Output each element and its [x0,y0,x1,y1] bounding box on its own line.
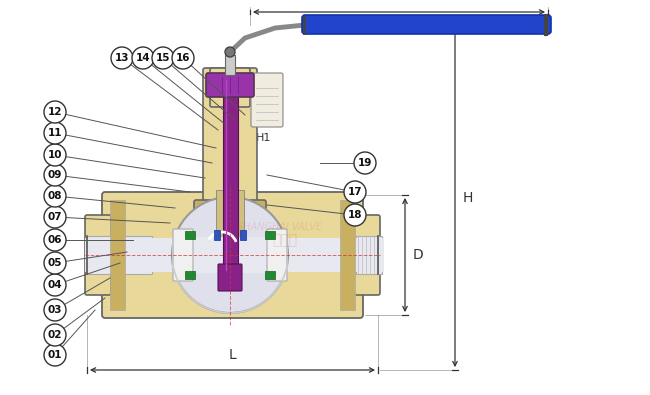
Circle shape [44,324,66,346]
Text: 16: 16 [176,53,190,63]
Text: 03: 03 [47,305,62,315]
Circle shape [344,204,366,226]
Circle shape [44,122,66,144]
Text: 08: 08 [47,191,62,201]
Text: 12: 12 [47,107,62,117]
Text: 02: 02 [47,330,62,340]
FancyBboxPatch shape [267,229,287,281]
FancyBboxPatch shape [173,229,193,281]
Circle shape [44,144,66,166]
Bar [185,231,195,239]
Bar [240,230,246,240]
Bar [225,55,235,75]
Bar [87,236,152,274]
Text: 11: 11 [47,128,62,138]
Circle shape [132,47,154,69]
Circle shape [354,152,376,174]
Text: 10: 10 [47,150,62,160]
Circle shape [44,274,66,296]
Text: 07: 07 [47,212,62,222]
FancyBboxPatch shape [102,192,363,318]
Bar [185,271,195,279]
Bar [223,75,238,275]
FancyBboxPatch shape [194,200,266,227]
Bar [356,236,382,274]
Circle shape [111,47,133,69]
Circle shape [44,164,66,186]
Bar [216,190,244,245]
Circle shape [172,47,194,69]
Circle shape [152,47,174,69]
Bar [172,237,288,273]
Circle shape [44,101,66,123]
Text: 沪阀门: 沪阀门 [272,233,298,247]
FancyBboxPatch shape [206,73,254,97]
FancyBboxPatch shape [354,215,380,295]
FancyBboxPatch shape [218,264,242,291]
Text: 15: 15 [156,53,170,63]
FancyBboxPatch shape [210,68,250,107]
Text: 05: 05 [47,258,62,268]
Circle shape [44,229,66,251]
Bar [85,238,384,272]
Text: E: E [395,22,404,36]
Circle shape [172,197,288,313]
FancyBboxPatch shape [302,15,551,34]
Circle shape [44,344,66,366]
Circle shape [344,181,366,203]
Circle shape [44,252,66,274]
Circle shape [44,206,66,228]
Text: L: L [229,348,237,362]
Bar [214,230,220,240]
Text: H1: H1 [256,132,272,143]
Bar [340,200,355,310]
Text: 17: 17 [348,187,362,197]
Circle shape [44,185,66,207]
Text: 09: 09 [48,170,62,180]
Text: 14: 14 [136,53,150,63]
Text: D: D [413,248,424,262]
Text: 01: 01 [47,350,62,360]
Circle shape [44,299,66,321]
Circle shape [225,47,235,57]
FancyBboxPatch shape [203,68,257,247]
Text: 04: 04 [47,280,62,290]
Bar [265,231,275,239]
FancyBboxPatch shape [85,215,111,295]
Text: SHANGHAI VALVE: SHANGHAI VALVE [237,222,322,232]
Bar [265,271,275,279]
Text: H: H [463,190,473,205]
Text: 18: 18 [348,210,362,220]
FancyBboxPatch shape [251,73,283,127]
Bar [110,200,125,310]
Text: 13: 13 [115,53,129,63]
Text: 06: 06 [47,235,62,245]
Text: 19: 19 [358,158,372,168]
